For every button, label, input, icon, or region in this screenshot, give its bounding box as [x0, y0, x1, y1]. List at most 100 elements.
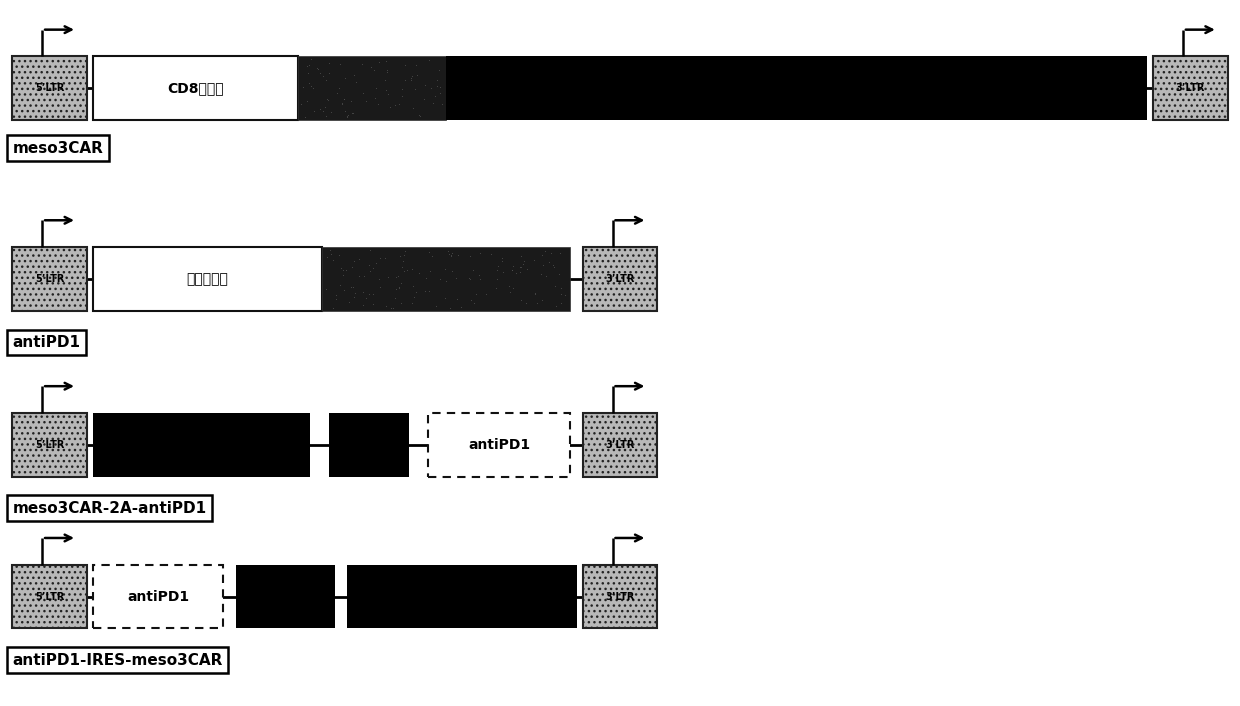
Point — [301, 80, 321, 92]
Point — [295, 112, 315, 123]
Point — [361, 61, 381, 73]
Point — [337, 110, 357, 121]
Point — [435, 275, 455, 287]
Point — [525, 255, 544, 266]
Point — [419, 285, 439, 297]
Point — [304, 106, 324, 117]
Point — [506, 268, 526, 279]
Point — [365, 64, 384, 76]
Point — [498, 280, 518, 292]
Point — [410, 111, 430, 122]
Point — [554, 289, 574, 301]
Point — [460, 273, 480, 285]
Point — [366, 82, 386, 93]
Point — [510, 262, 529, 273]
Point — [342, 107, 362, 118]
Text: 5’LTR: 5’LTR — [35, 83, 64, 93]
Point — [408, 69, 428, 80]
Point — [429, 81, 449, 92]
Point — [435, 292, 455, 304]
Point — [301, 54, 321, 65]
Point — [391, 250, 410, 261]
Point — [441, 247, 461, 258]
Text: 5’LTR: 5’LTR — [35, 592, 64, 602]
Point — [353, 300, 373, 311]
Point — [420, 82, 440, 93]
Point — [291, 98, 311, 109]
Point — [481, 248, 501, 259]
Point — [476, 289, 496, 300]
Point — [536, 270, 556, 281]
Text: meso3CAR: meso3CAR — [12, 140, 103, 156]
Point — [405, 286, 425, 297]
Bar — [347, 565, 577, 628]
Point — [469, 269, 489, 280]
Point — [376, 301, 396, 312]
Bar — [236, 565, 335, 628]
Text: antiPD1-IRES-meso3CAR: antiPD1-IRES-meso3CAR — [12, 652, 223, 668]
Point — [544, 261, 564, 273]
Point — [525, 287, 544, 299]
Point — [353, 287, 373, 298]
Point — [441, 250, 461, 261]
Point — [516, 297, 536, 308]
Point — [546, 301, 565, 312]
Point — [439, 249, 459, 260]
Point — [414, 285, 434, 297]
Point — [492, 253, 512, 264]
Point — [470, 273, 490, 285]
Point — [377, 64, 397, 76]
Point — [392, 83, 412, 95]
Point — [319, 95, 339, 106]
Point — [371, 282, 391, 293]
Point — [346, 76, 366, 88]
Point — [379, 101, 399, 112]
Point — [511, 294, 531, 306]
Point — [312, 105, 332, 116]
Point — [362, 298, 382, 309]
Point — [459, 273, 479, 284]
Point — [322, 302, 342, 313]
Point — [299, 67, 319, 78]
Point — [435, 264, 455, 275]
Point — [296, 61, 316, 72]
Point — [427, 80, 446, 92]
Point — [363, 289, 383, 300]
Point — [329, 83, 348, 94]
Point — [526, 289, 546, 300]
Point — [360, 260, 379, 271]
Point — [527, 297, 547, 309]
Point — [378, 272, 398, 283]
Text: 3’LTR: 3’LTR — [605, 440, 635, 450]
Point — [489, 260, 508, 271]
Point — [532, 294, 552, 306]
Point — [326, 293, 346, 304]
Point — [549, 268, 569, 280]
Point — [441, 250, 461, 261]
Point — [402, 71, 422, 82]
Point — [532, 250, 552, 261]
Point — [365, 92, 384, 104]
Point — [316, 110, 336, 121]
Point — [432, 98, 451, 109]
Point — [531, 269, 551, 280]
Point — [363, 263, 383, 274]
Bar — [322, 247, 570, 311]
Point — [341, 96, 361, 107]
Point — [487, 274, 507, 285]
Point — [303, 83, 322, 94]
Point — [356, 292, 376, 304]
Point — [511, 251, 531, 262]
Bar — [93, 413, 310, 477]
Point — [312, 70, 332, 81]
Point — [353, 87, 373, 98]
Point — [389, 282, 409, 294]
Point — [368, 56, 388, 68]
Bar — [93, 56, 298, 120]
Point — [513, 258, 533, 270]
Bar — [93, 247, 322, 311]
Point — [409, 267, 429, 278]
Point — [430, 87, 450, 98]
Point — [492, 256, 512, 267]
Bar — [12, 565, 87, 628]
